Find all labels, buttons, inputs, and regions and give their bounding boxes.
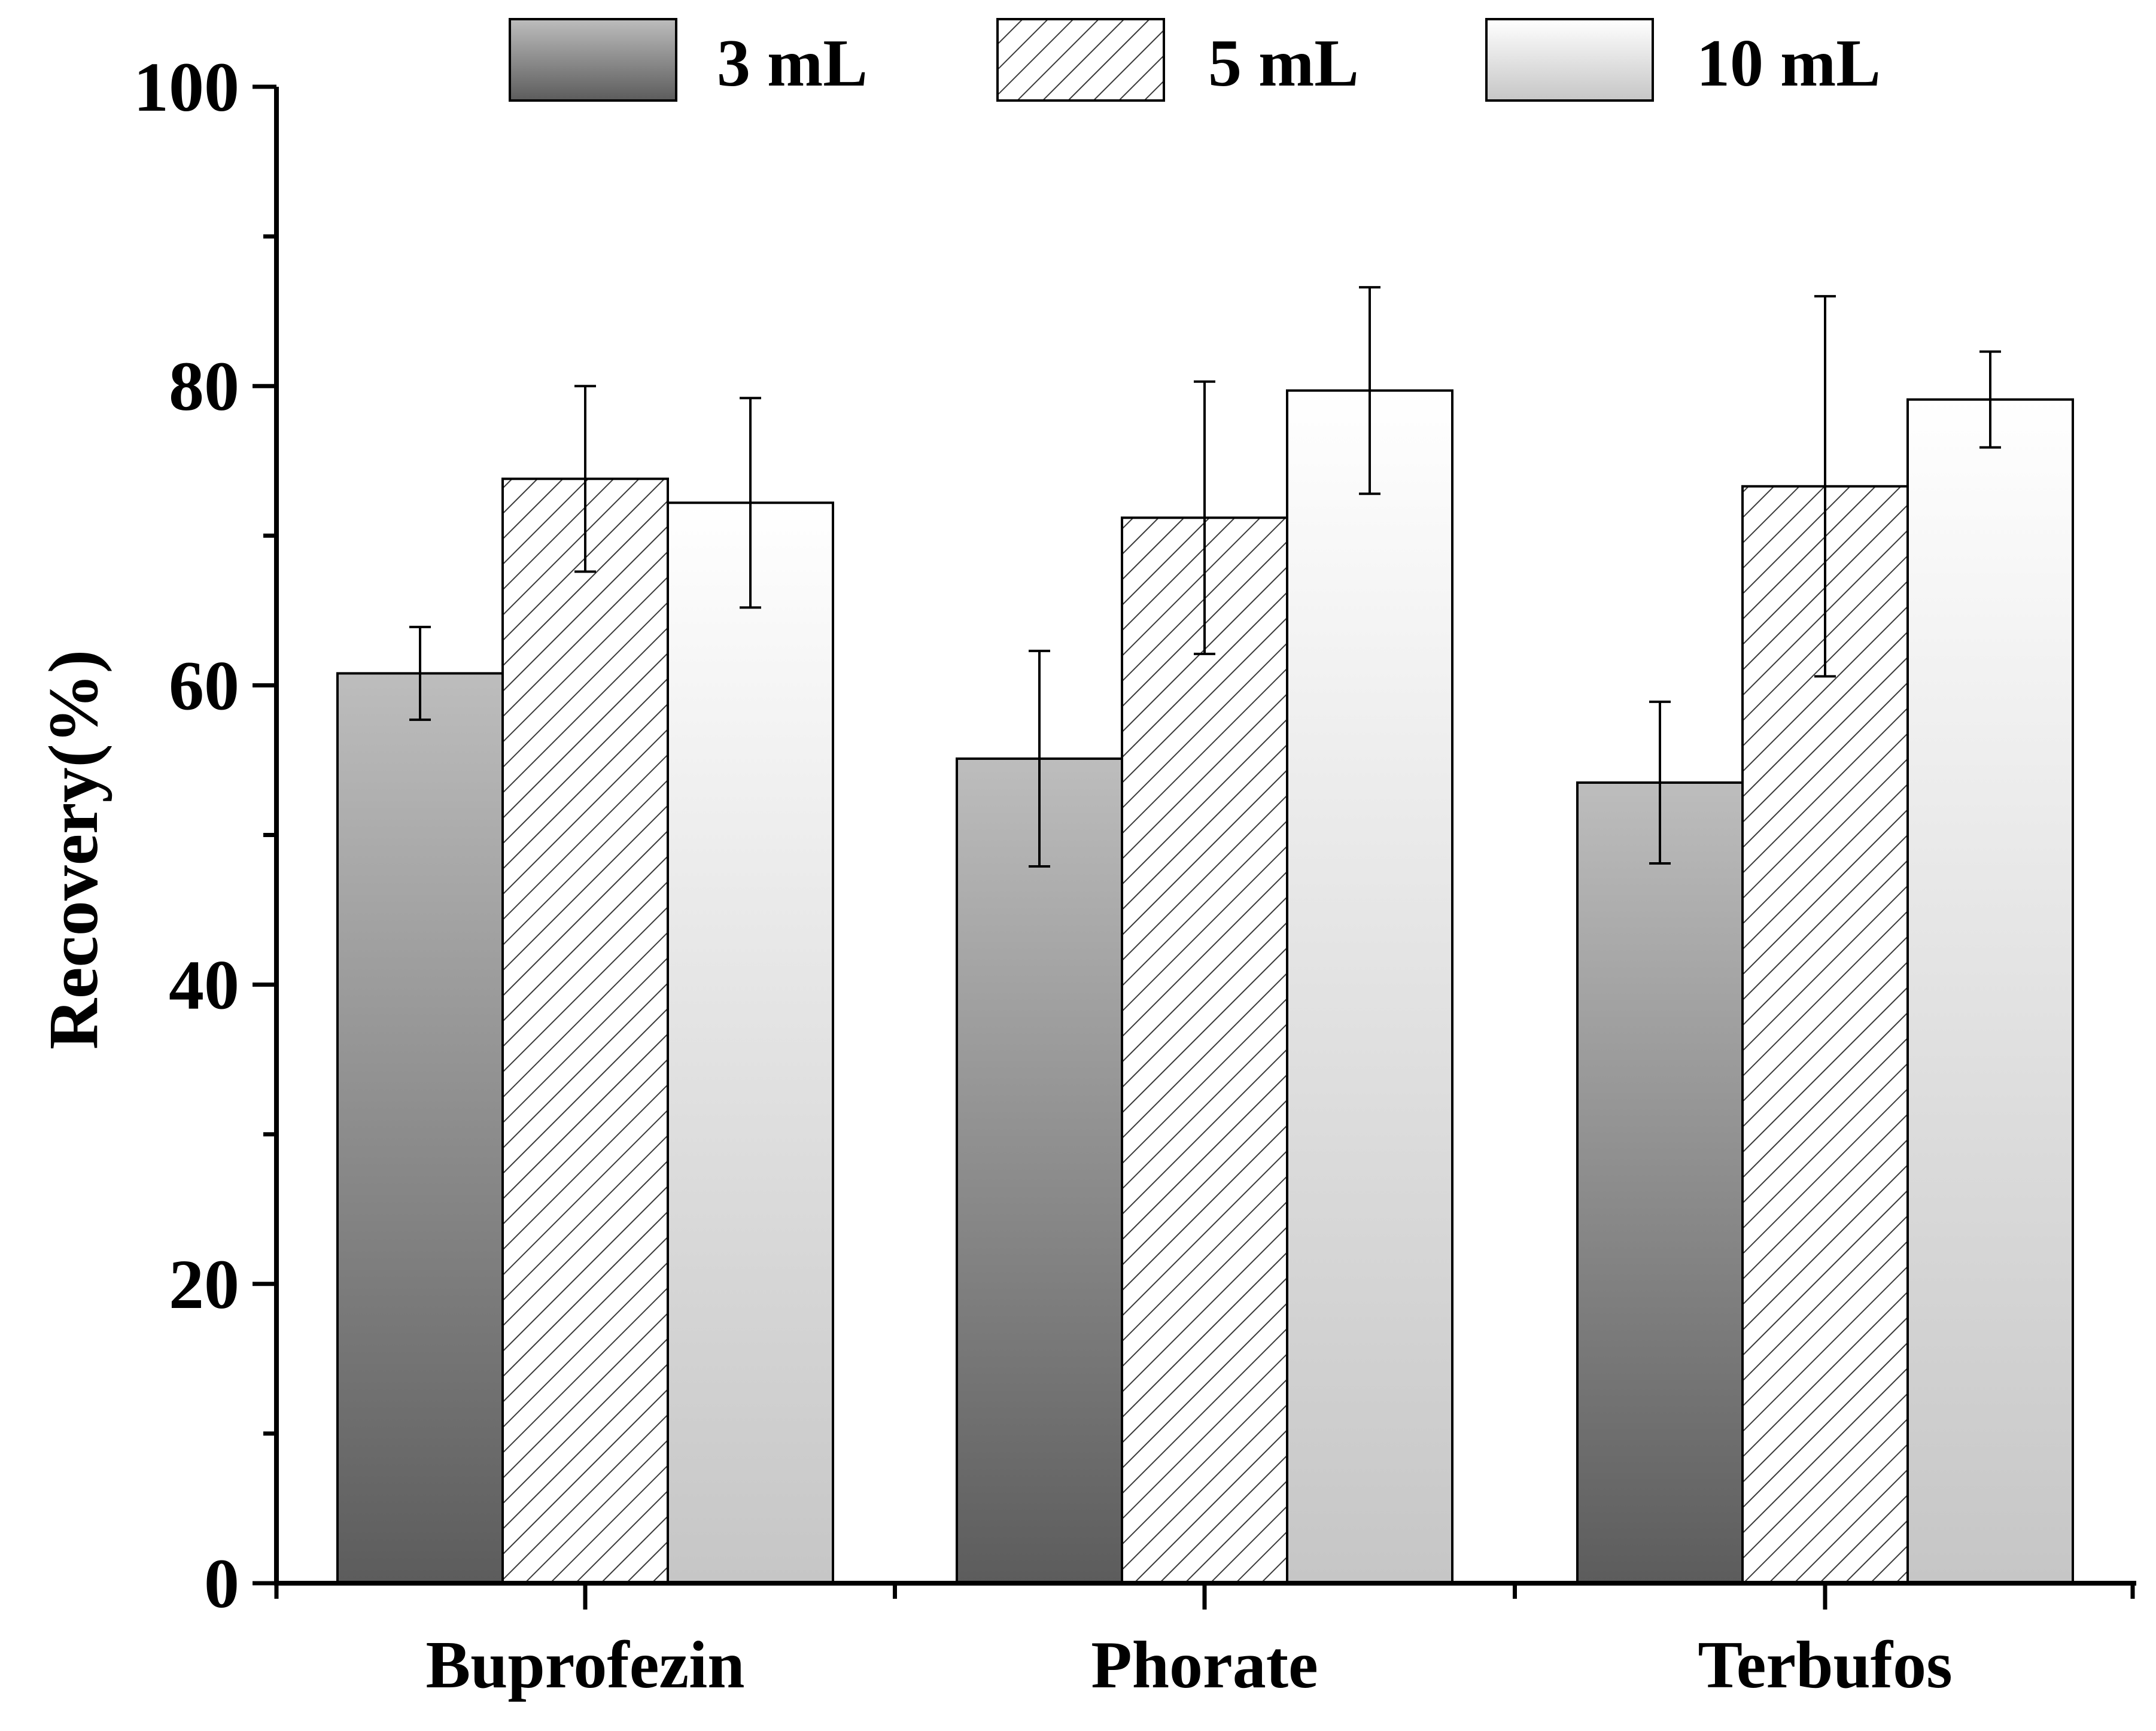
x-tick-label-phorate: Phorate <box>1091 1628 1318 1702</box>
legend-label-5ml: 5 mL <box>1208 26 1359 101</box>
legend-label-3ml: 3 mL <box>717 26 868 101</box>
bar-phorate-5ml <box>1121 516 1288 1585</box>
legend-label-10ml: 10 mL <box>1696 26 1881 101</box>
legend-swatch-10ml <box>1485 18 1654 102</box>
error-bars-layer <box>409 286 2001 868</box>
bar-buprofezin-10ml <box>667 501 834 1585</box>
bar-buprofezin-3ml <box>336 672 504 1584</box>
legend-swatch-3ml <box>509 18 677 102</box>
y-tick-label-60: 60 <box>169 646 239 725</box>
x-tick-label-buprofezin: Buprofezin <box>425 1628 744 1702</box>
y-tick-label-100: 100 <box>133 48 239 126</box>
legend-swatch-5ml <box>996 18 1165 102</box>
y-axis-title: Recovery(%) <box>34 650 112 1049</box>
legend: 3 mL 5 mL 10 mL <box>509 18 1881 102</box>
y-tick-label-0: 0 <box>204 1544 239 1623</box>
bars-layer <box>336 389 2074 1585</box>
y-tick-label-20: 20 <box>169 1245 239 1324</box>
bar-buprofezin-5ml <box>501 477 669 1585</box>
bar-phorate-3ml <box>956 757 1123 1584</box>
y-tick-label-40: 40 <box>169 946 239 1024</box>
bar-terbufos-10ml <box>1906 398 2074 1584</box>
y-tick-label-80: 80 <box>169 347 239 425</box>
bar-phorate-10ml <box>1286 389 1453 1584</box>
x-tick-label-terbufos: Terbufos <box>1698 1628 1952 1702</box>
bar-terbufos-3ml <box>1576 781 1744 1584</box>
axes: 0 20 40 60 80 100 Buprofezin Phorate Terbufos <box>133 48 2136 1702</box>
